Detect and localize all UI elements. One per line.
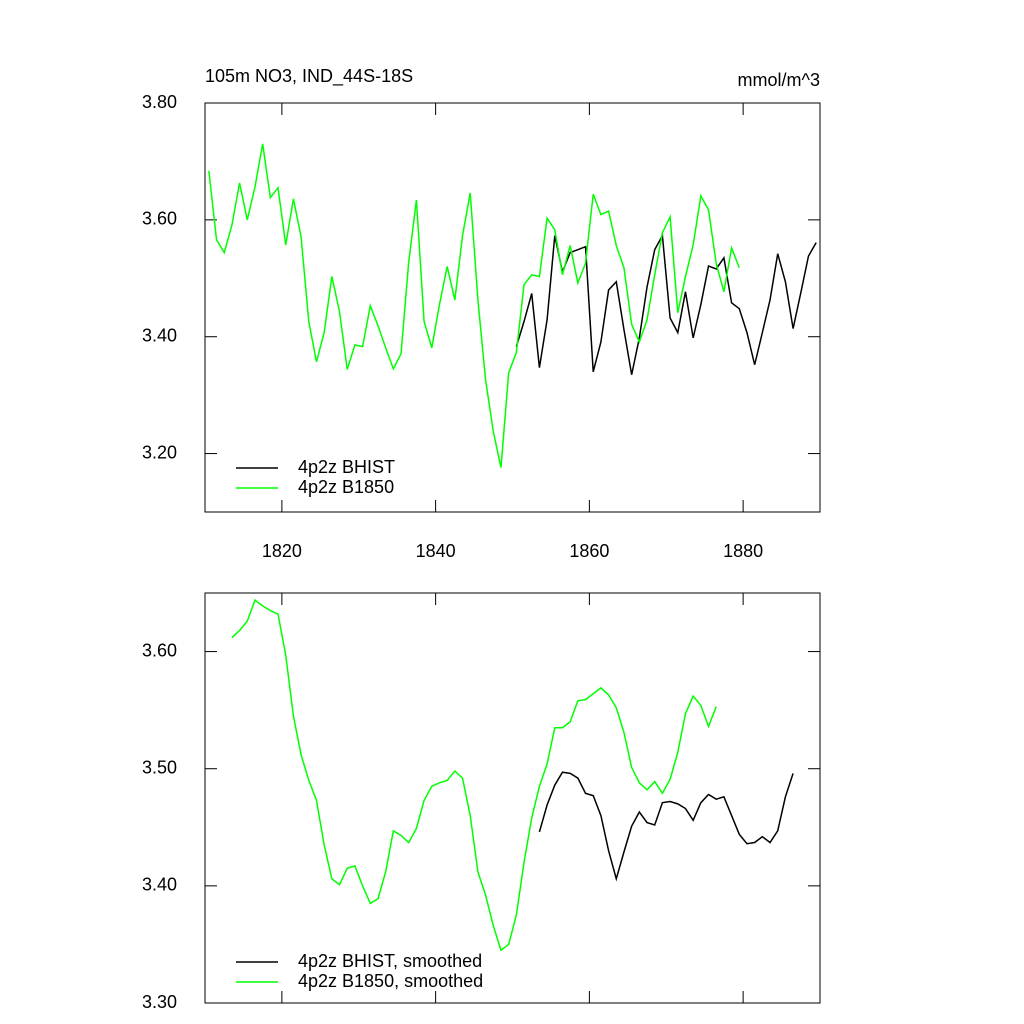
plot-frame <box>204 102 821 513</box>
y-tick-label: 3.60 <box>142 209 177 229</box>
legend-label: 4p2z BHIST <box>298 457 395 477</box>
units-label: mmol/m^3 <box>738 70 820 90</box>
y-tick-label: 3.80 <box>142 92 177 112</box>
y-tick-label: 3.30 <box>142 992 177 1012</box>
x-tick-label: 1880 <box>723 541 763 561</box>
x-tick-label: 1840 <box>416 541 456 561</box>
x-tick-label: 1860 <box>569 541 609 561</box>
y-tick-label: 3.60 <box>142 640 177 660</box>
data-line <box>538 771 794 882</box>
plot-frame <box>204 592 821 1004</box>
legend-label: 4p2z B1850 <box>298 477 394 497</box>
data-line <box>515 233 817 375</box>
y-tick-label: 3.40 <box>142 325 177 345</box>
data-line <box>231 598 717 952</box>
legend-label: 4p2z B1850, smoothed <box>298 971 483 991</box>
legend-label: 4p2z BHIST, smoothed <box>298 951 482 971</box>
x-tick-label: 1820 <box>262 541 302 561</box>
data-line <box>208 143 740 468</box>
y-tick-label: 3.20 <box>142 442 177 462</box>
y-tick-label: 3.50 <box>142 757 177 777</box>
chart-title: 105m NO3, IND_44S-18S <box>205 66 413 87</box>
y-tick-label: 3.40 <box>142 875 177 895</box>
